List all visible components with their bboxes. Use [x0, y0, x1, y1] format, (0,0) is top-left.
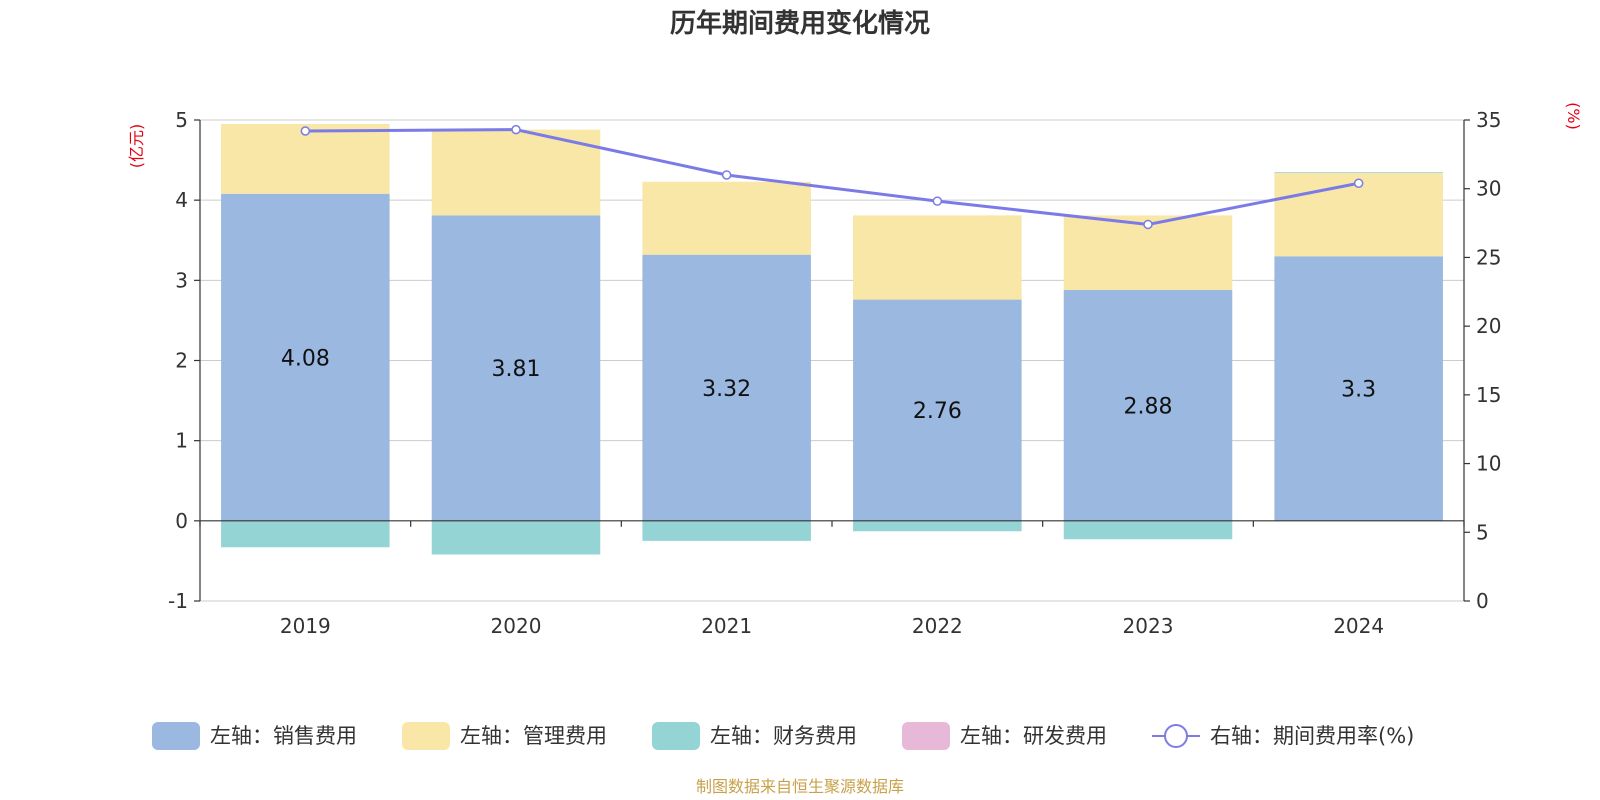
bar-2020: [431, 520, 601, 555]
rate-point: [721, 170, 732, 180]
rate-line-series: [300, 124, 1364, 230]
rate-point: [932, 196, 943, 206]
right-axis-tick-label: 35: [1476, 108, 1501, 132]
bar-2019: [221, 193, 390, 521]
bar-value-label: 4.08: [281, 346, 330, 371]
left-axis-tick-label: 2: [175, 349, 188, 373]
legend-marker: [1164, 724, 1188, 748]
x-axis-tick-label: 2019: [280, 614, 331, 638]
x-axis-tick-label: 2020: [491, 614, 542, 638]
grid-lines: [200, 119, 1464, 602]
right-axis-unit: (%): [1564, 102, 1583, 130]
left-axis-tick-label: 3: [175, 268, 188, 292]
bar-data-labels: 4.08 3.81 3.32 2.76 2.88 3.3: [281, 346, 1376, 424]
legend-label: 左轴：财务费用: [710, 724, 857, 748]
bar-2020: [431, 129, 601, 216]
right-axis-tick-label: 25: [1476, 245, 1501, 269]
rate-point: [300, 126, 311, 136]
rate-point: [1353, 178, 1364, 188]
right-axis-tick-label: 30: [1476, 177, 1501, 201]
legend-label: 右轴：期间费用率(%): [1210, 724, 1414, 748]
left-axis-tick-label: 1: [175, 429, 188, 453]
legend-label: 左轴：研发费用: [960, 724, 1107, 748]
bar-2021: [642, 254, 811, 521]
bar-2024: [1274, 172, 1443, 173]
legend-swatch: [652, 722, 700, 750]
x-axis-tick-label: 2022: [912, 614, 963, 638]
legend: 左轴：销售费用 左轴：管理费用 左轴：财务费用 左轴：研发费用 右轴：期间费用率(%): [152, 722, 1414, 750]
axes: -1 0 1 2 3 4 5 0 5 10 15 20 25 30 35 2019 2020 2021 2022 20…: [168, 108, 1501, 638]
legend-label: 左轴：销售费用: [210, 724, 357, 748]
bar-2022: [853, 520, 1022, 532]
left-axis-tick-label: -1: [168, 589, 188, 613]
rate-line: [305, 128, 1359, 226]
x-axis-tick-label: 2021: [701, 614, 752, 638]
bar-value-label: 2.88: [1124, 394, 1173, 419]
right-axis-tick-label: 15: [1476, 383, 1501, 407]
bar-2023: [1063, 520, 1233, 540]
x-axis-tick-label: 2023: [1123, 614, 1174, 638]
left-axis-tick-label: 0: [175, 509, 188, 533]
legend-label: 左轴：管理费用: [460, 724, 607, 748]
left-axis-unit: (亿元): [127, 124, 146, 169]
legend-swatch: [402, 722, 450, 750]
bar-2020: [431, 215, 601, 521]
bar-2021: [642, 520, 811, 541]
bar-2022: [853, 215, 1022, 300]
left-axis-tick-label: 4: [175, 188, 188, 212]
bar-2024: [1274, 256, 1443, 521]
bar-value-label: 3.81: [492, 357, 541, 382]
left-axis-tick-label: 5: [175, 108, 188, 132]
right-axis-tick-label: 5: [1476, 520, 1489, 544]
bar-value-label: 2.76: [913, 399, 962, 424]
bar-2023: [1063, 289, 1233, 521]
x-axis-tick-label: 2024: [1333, 614, 1384, 638]
right-axis-tick-label: 0: [1476, 589, 1489, 613]
rate-point: [1143, 219, 1153, 230]
source-note: 制图数据来自恒生聚源数据库: [696, 777, 904, 796]
chart-title: 历年期间费用变化情况: [670, 8, 930, 39]
bar-value-label: 3.32: [702, 377, 751, 402]
rate-point: [511, 124, 521, 135]
bar-2022: [853, 299, 1022, 521]
bar-value-label: 3.3: [1341, 378, 1376, 403]
legend-swatch: [152, 722, 200, 750]
bar-2021: [642, 181, 811, 255]
right-axis-tick-label: 10: [1476, 452, 1501, 476]
legend-swatch: [902, 722, 950, 750]
right-axis-tick-label: 20: [1476, 314, 1501, 338]
bar-2019: [221, 520, 390, 548]
